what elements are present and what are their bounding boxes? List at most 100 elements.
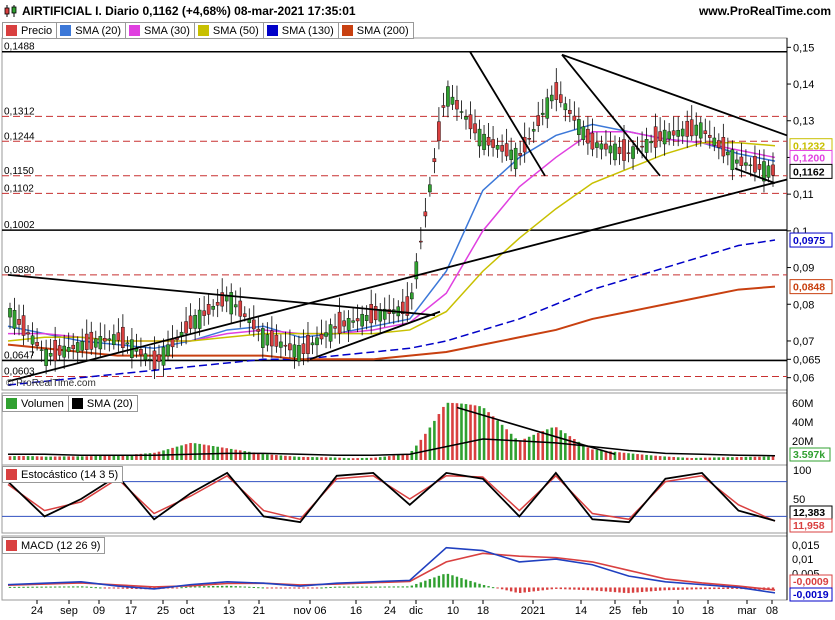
volume-bar: [139, 453, 143, 460]
volume-bar: [202, 444, 206, 460]
candle: [188, 315, 193, 329]
legend-label: SMA (30): [144, 24, 190, 37]
macd-histogram-bar: [537, 587, 540, 591]
volume-axis-label: 60M: [792, 398, 813, 410]
macd-histogram-bar: [699, 587, 702, 590]
candle: [486, 136, 491, 146]
volume-bar: [685, 457, 689, 460]
candle: [680, 128, 685, 137]
macd-histogram-bar: [528, 587, 531, 592]
volume-bar: [297, 456, 301, 460]
macd-histogram-bar: [437, 575, 441, 588]
volume-bar: [53, 456, 57, 460]
macd-histogram-bar: [288, 587, 292, 589]
candle: [595, 142, 599, 148]
volume-bar: [699, 457, 703, 460]
macd-histogram-bar: [112, 587, 116, 589]
candle: [608, 145, 613, 154]
macd-histogram-bar: [618, 587, 621, 593]
legend-item[interactable]: SMA (30): [125, 22, 194, 39]
volume-bar: [198, 443, 201, 460]
legend-item[interactable]: Estocástico (14 3 5): [2, 466, 124, 483]
macd-histogram-bar: [198, 586, 201, 588]
volume-bar: [442, 406, 445, 460]
legend-item[interactable]: Precio: [2, 22, 57, 39]
candle: [215, 302, 220, 306]
macd-axis-label: 0,01: [792, 554, 813, 566]
volume-bar: [694, 457, 698, 460]
macd-histogram-bar: [374, 586, 377, 588]
candle: [455, 100, 459, 110]
candle: [473, 123, 477, 134]
volume-bar: [424, 433, 427, 460]
macd-histogram-bar: [681, 587, 684, 590]
candle: [726, 151, 730, 156]
macd-histogram-bar: [717, 587, 721, 590]
volume-bar: [550, 427, 554, 460]
macd-histogram-bar: [8, 586, 12, 588]
candle: [559, 94, 563, 103]
legend-item[interactable]: Volumen: [2, 395, 68, 412]
volume-bar: [681, 457, 685, 460]
macd-histogram-bar: [266, 587, 269, 589]
volume-bar: [631, 453, 635, 460]
macd-histogram-bar: [342, 586, 346, 588]
macd-histogram-bar: [99, 587, 102, 589]
volume-bar: [180, 445, 183, 460]
volume-bar: [636, 454, 639, 460]
candle: [242, 313, 247, 317]
level-label: 0,1244: [4, 131, 35, 142]
candle: [98, 336, 103, 350]
candle: [93, 338, 98, 348]
candle: [26, 332, 30, 335]
volume-bar: [613, 451, 617, 460]
legend-item[interactable]: SMA (50): [193, 22, 263, 39]
macd-histogram-bar: [261, 587, 265, 589]
candle: [279, 341, 283, 348]
volume-bar: [469, 404, 472, 460]
volume-bar: [622, 452, 626, 460]
trendline: [7, 178, 788, 383]
candle: [143, 353, 148, 360]
legend-item[interactable]: MACD (12 26 9): [2, 537, 106, 554]
legend-item[interactable]: SMA (130): [262, 22, 338, 39]
legend-item[interactable]: SMA (200): [337, 22, 414, 39]
candle: [197, 309, 202, 329]
time-axis-label: 24: [31, 605, 43, 617]
macd-histogram-bar: [604, 587, 608, 592]
candle: [491, 139, 495, 148]
legend-swatch: [60, 25, 72, 36]
macd-histogram-bar: [171, 587, 174, 589]
axis-tick-label: 0,06: [793, 373, 814, 385]
candle: [17, 319, 21, 325]
volume-bar: [71, 456, 75, 460]
volume-bar: [437, 414, 441, 460]
macd-line: [7, 546, 776, 594]
volume-bar: [672, 456, 675, 460]
legend-item[interactable]: SMA (20): [56, 22, 126, 39]
candle: [251, 319, 256, 330]
candle: [626, 152, 631, 154]
macd-histogram-bar: [40, 586, 43, 588]
candle: [437, 121, 441, 142]
macd-histogram-bar: [546, 587, 549, 590]
candle: [8, 308, 12, 318]
candle: [382, 308, 387, 320]
macd-histogram-bar: [311, 587, 314, 589]
candle: [400, 301, 405, 314]
macd-histogram-bar: [555, 587, 558, 589]
candle: [540, 112, 545, 115]
volume-bar: [627, 453, 630, 460]
candle: [513, 147, 518, 170]
macd-histogram-bar: [433, 577, 436, 588]
volume-bar: [351, 458, 355, 460]
macd-histogram-bar: [455, 576, 459, 588]
macd-histogram-bar: [726, 587, 730, 589]
macd-histogram-bar: [49, 586, 52, 588]
volume-bar: [703, 457, 707, 460]
macd-histogram-bar: [26, 586, 30, 588]
time-axis-label: 16: [350, 605, 362, 617]
legend-item[interactable]: SMA (20): [67, 395, 138, 412]
candle: [301, 343, 306, 354]
volume-bar: [94, 456, 98, 460]
